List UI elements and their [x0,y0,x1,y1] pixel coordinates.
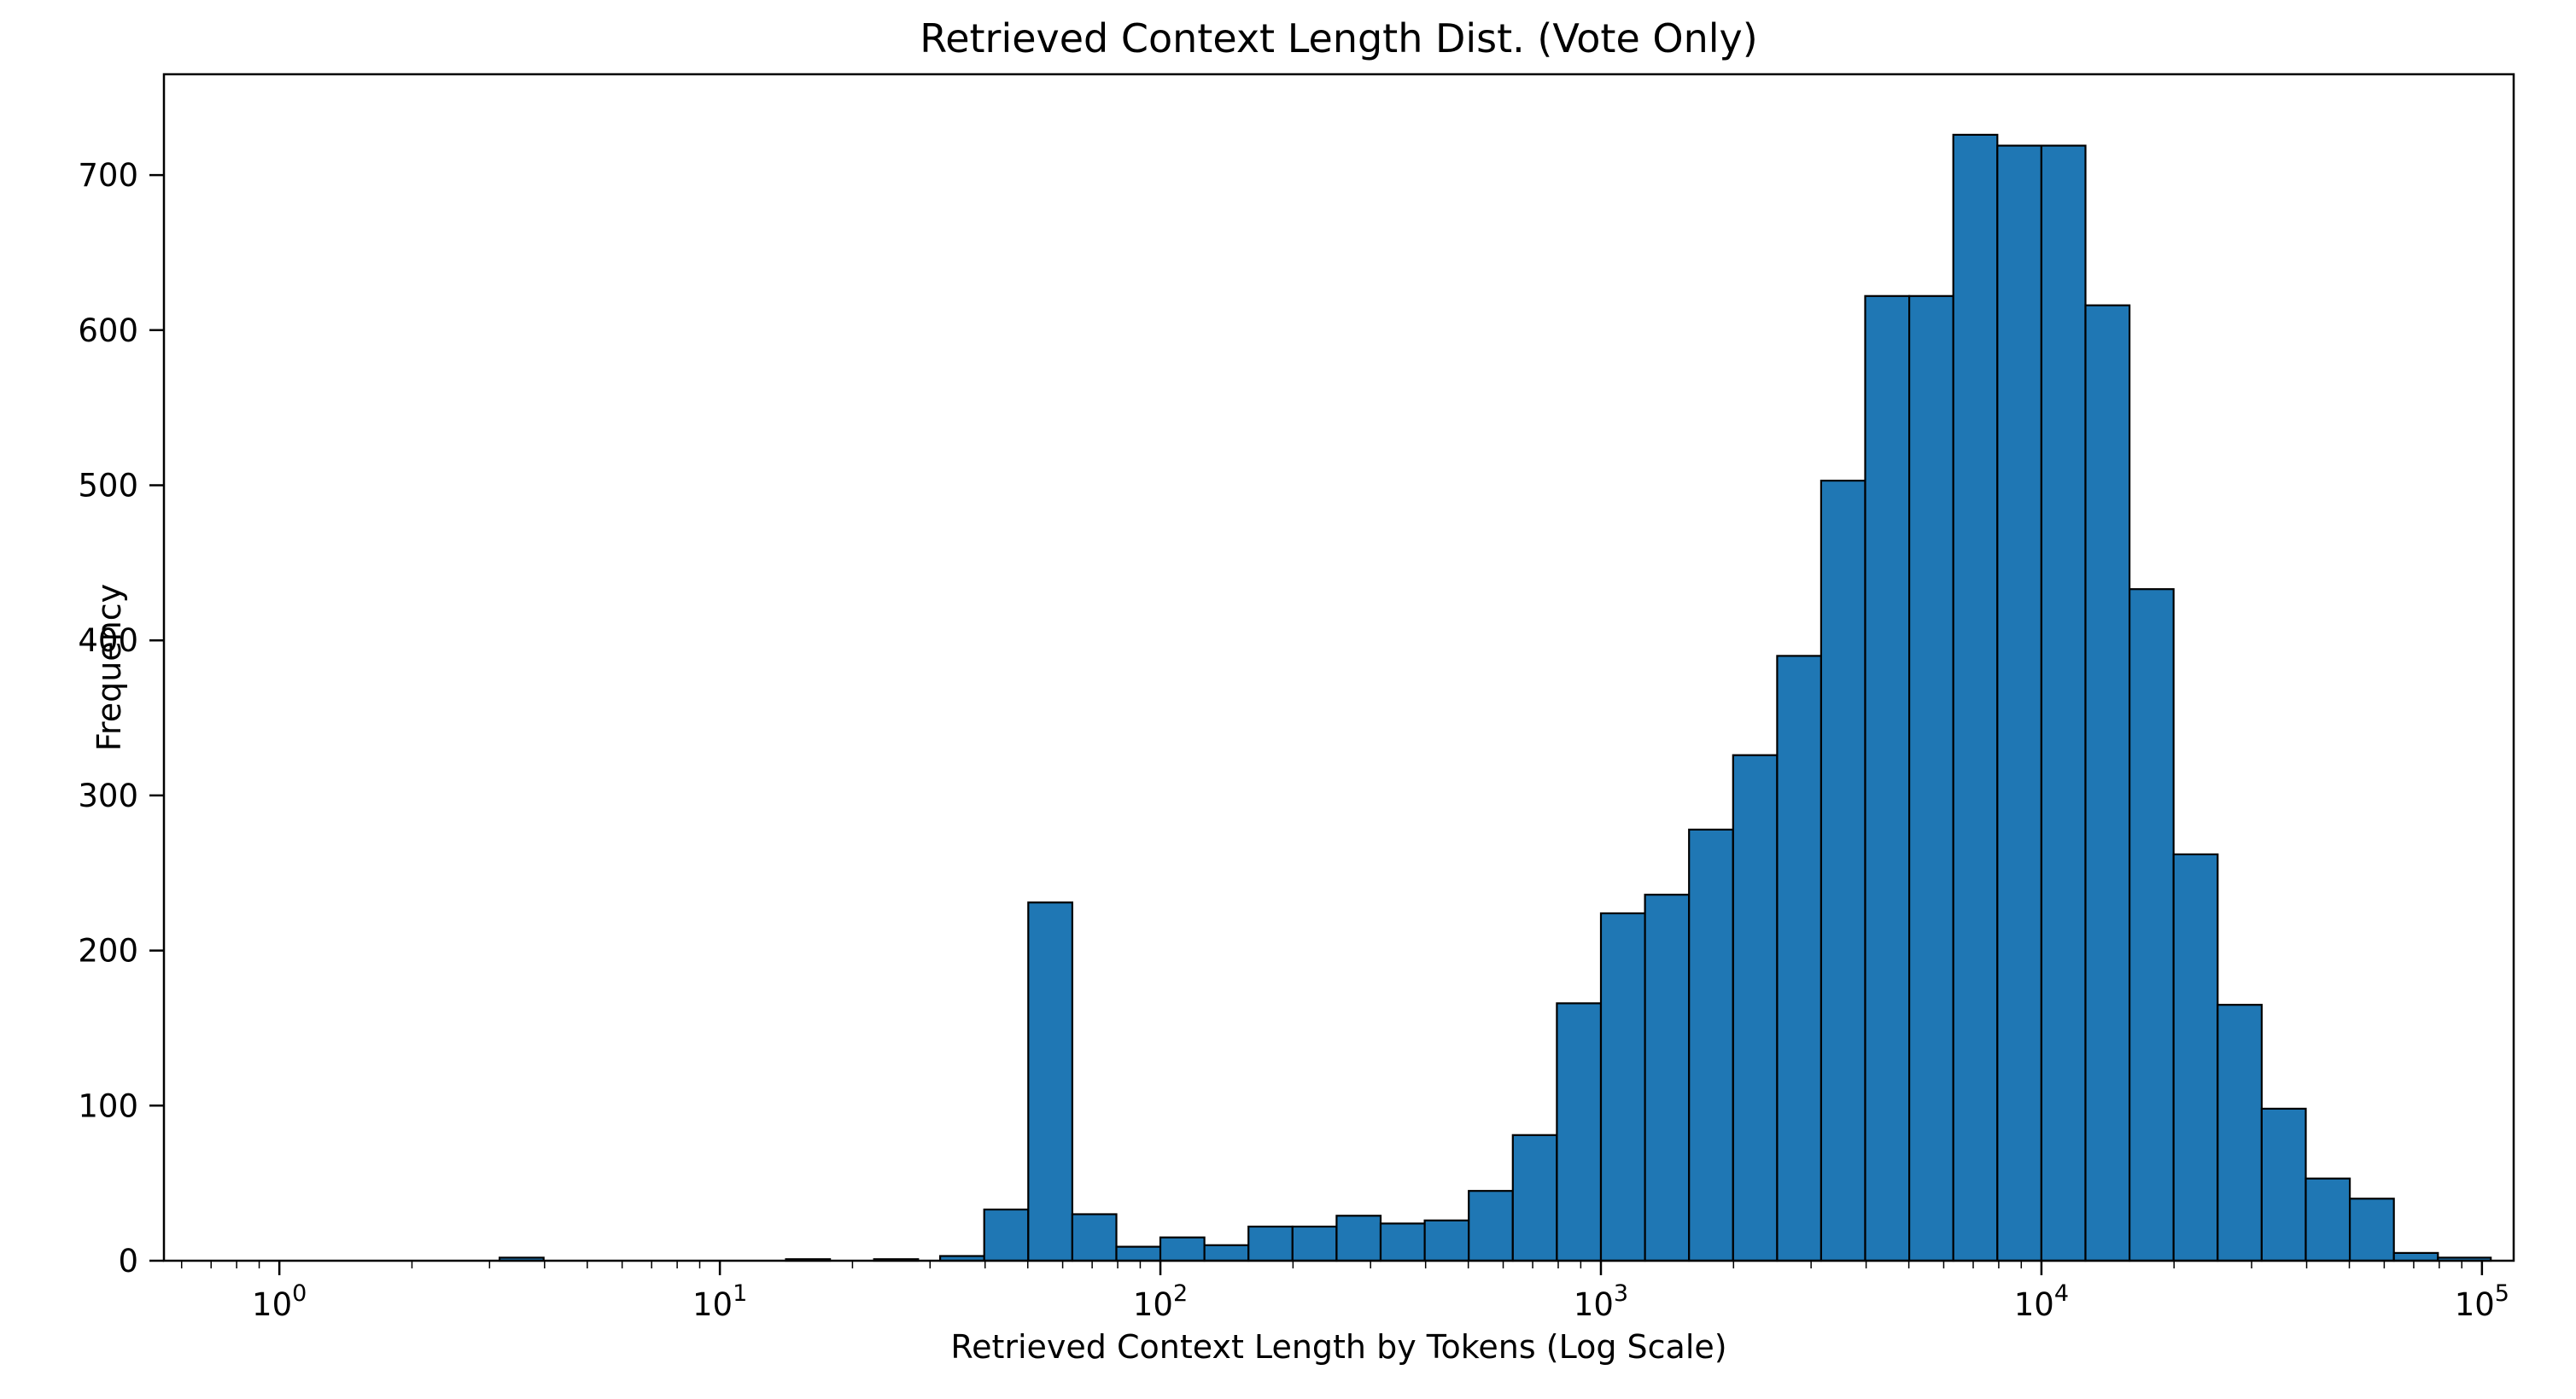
x-tick-label: 101 [692,1280,747,1323]
plot-frame [162,73,2515,1262]
histogram-bar [2349,1198,2395,1262]
y-tick-label: 400 [78,622,138,659]
x-tick-label: 102 [1133,1280,1188,1323]
histogram-bar [1644,894,1691,1262]
x-axis-label: Retrieved Context Length by Tokens (Log … [950,1328,1727,1366]
histogram-bar [1732,754,1779,1262]
chart-title: Retrieved Context Length Dist. (Vote Onl… [920,15,1758,61]
histogram-bar [2129,588,2175,1262]
y-tick-label: 500 [78,468,138,504]
histogram-bar [1159,1236,1206,1262]
x-tick-label: 104 [2014,1280,2069,1323]
x-tick-label: 100 [252,1280,307,1323]
histogram-bar [2172,853,2219,1262]
histogram-bar [1071,1213,1118,1262]
histogram-bar [1027,901,1074,1262]
y-tick-label: 0 [118,1243,138,1280]
y-tick-label: 200 [78,933,138,970]
histogram-bar [1203,1244,1250,1262]
histogram-bar [1908,294,1954,1262]
histogram-bar [2304,1177,2351,1262]
histogram-bar [1688,828,1734,1262]
histogram-bar [1776,655,1823,1262]
histogram-bar [1468,1190,1514,1262]
x-tick-label: 103 [1574,1280,1628,1323]
y-tick-label: 300 [78,778,138,814]
histogram-bar [2392,1251,2439,1262]
histogram-bar [1952,133,1999,1262]
histogram-bar [2084,304,2131,1262]
y-tick-label: 600 [78,312,138,349]
histogram-bar [1115,1245,1162,1262]
histogram-bar [2260,1107,2307,1262]
histogram-bar [1864,294,1911,1262]
x-tick-label: 105 [2455,1280,2509,1323]
histogram-bar [1511,1134,1558,1262]
histogram-bar [2217,1004,2263,1262]
histogram-bar [1335,1215,1382,1262]
histogram-bar [983,1208,1030,1262]
histogram-bar [1556,1002,1603,1262]
histogram-bar [1379,1222,1426,1262]
histogram-bar [1599,912,1646,1262]
y-tick-label: 100 [78,1087,138,1124]
histogram-bar [1247,1225,1294,1262]
histogram-bar [2040,144,2087,1262]
histogram-bar [1996,144,2043,1262]
y-tick-label: 700 [78,157,138,194]
y-axis-label: Frequency [91,583,128,752]
histogram-bar [1820,479,1866,1262]
histogram-bar [1423,1219,1470,1262]
histogram-bar [1291,1225,1338,1262]
